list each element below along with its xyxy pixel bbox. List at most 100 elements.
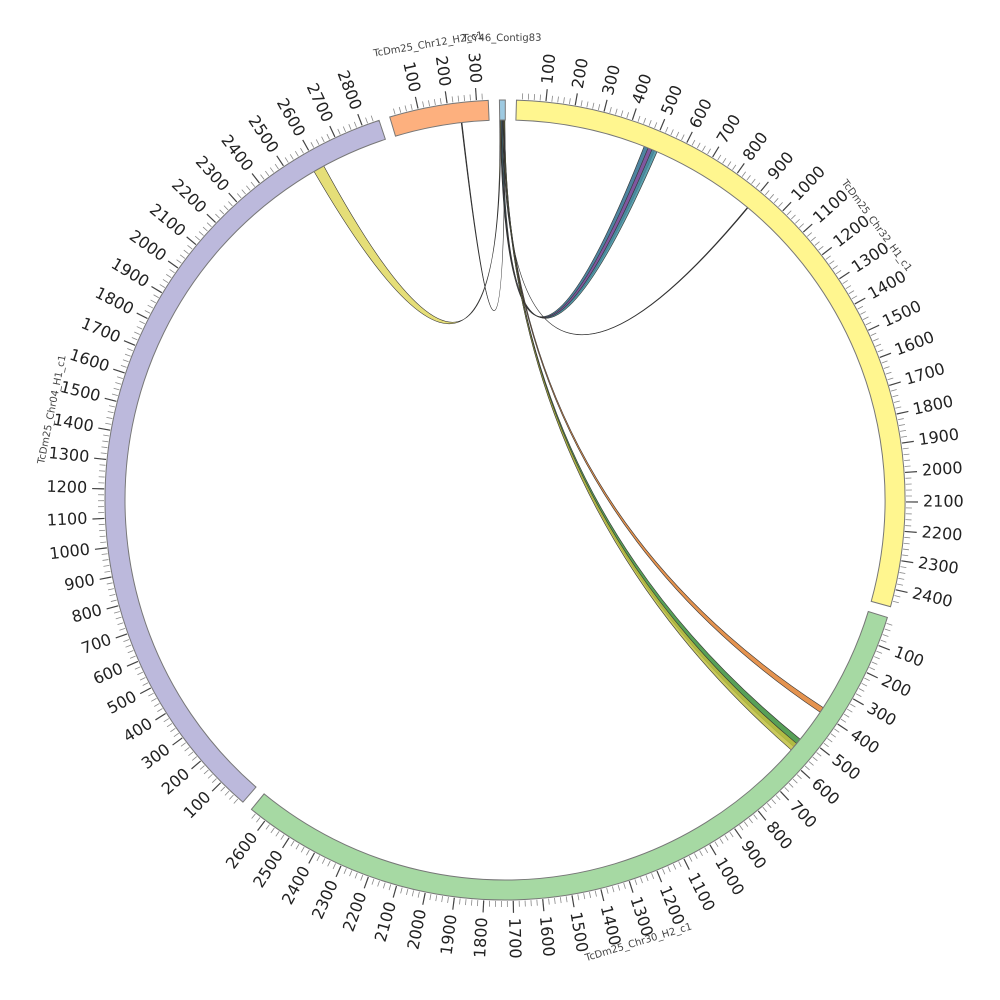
minor-tick bbox=[895, 406, 902, 409]
minor-tick bbox=[806, 232, 813, 237]
minor-tick bbox=[120, 365, 127, 368]
minor-tick bbox=[269, 167, 274, 173]
minor-tick bbox=[290, 840, 295, 847]
major-tick bbox=[760, 181, 769, 192]
tick-label: 800 bbox=[762, 817, 796, 853]
tick-label: 1800 bbox=[470, 917, 491, 959]
major-tick bbox=[167, 260, 179, 269]
minor-tick bbox=[147, 304, 154, 309]
minor-tick bbox=[739, 825, 744, 831]
tick-label: 1400 bbox=[52, 410, 95, 436]
minor-tick bbox=[116, 376, 123, 379]
minor-tick bbox=[388, 884, 392, 891]
tick-label: 600 bbox=[685, 95, 716, 131]
minor-tick bbox=[250, 181, 256, 187]
minor-tick bbox=[662, 868, 666, 875]
minor-tick bbox=[183, 249, 189, 255]
minor-tick bbox=[166, 723, 173, 728]
major-tick bbox=[683, 858, 690, 870]
minor-tick bbox=[354, 872, 358, 879]
minor-tick bbox=[623, 882, 626, 889]
minor-tick bbox=[586, 101, 589, 108]
minor-tick bbox=[855, 693, 862, 697]
minor-tick bbox=[672, 863, 677, 870]
minor-tick bbox=[123, 639, 130, 642]
minor-tick bbox=[577, 894, 580, 901]
major-tick bbox=[802, 223, 813, 233]
minor-tick bbox=[869, 667, 876, 671]
tick-label: 2200 bbox=[921, 522, 963, 544]
links bbox=[313, 119, 824, 751]
minor-tick bbox=[892, 394, 899, 398]
minor-tick bbox=[151, 697, 157, 702]
major-tick bbox=[172, 737, 183, 746]
minor-tick bbox=[265, 170, 270, 177]
minor-tick bbox=[382, 882, 386, 889]
minor-tick bbox=[451, 96, 454, 103]
minor-tick bbox=[771, 799, 777, 805]
minor-tick bbox=[127, 348, 133, 352]
minor-tick bbox=[548, 898, 550, 905]
minor-tick bbox=[377, 880, 380, 887]
tick-label: 2300 bbox=[308, 877, 342, 922]
minor-tick bbox=[816, 752, 822, 757]
minor-tick bbox=[792, 778, 798, 784]
major-tick bbox=[206, 213, 216, 223]
minor-tick bbox=[280, 834, 285, 840]
minor-tick bbox=[180, 742, 187, 747]
minor-tick bbox=[270, 827, 275, 834]
tick-label: 500 bbox=[828, 750, 864, 784]
minor-tick bbox=[101, 446, 108, 449]
minor-tick bbox=[597, 104, 601, 111]
tick-label: 100 bbox=[399, 60, 424, 94]
minor-tick bbox=[834, 728, 840, 733]
minor-tick bbox=[129, 655, 136, 659]
major-tick bbox=[482, 900, 485, 913]
minor-tick bbox=[393, 108, 396, 115]
minor-tick bbox=[203, 769, 209, 775]
minor-tick bbox=[764, 190, 770, 196]
major-tick bbox=[99, 576, 112, 580]
minor-tick bbox=[105, 422, 112, 425]
major-tick bbox=[113, 368, 125, 374]
minor-tick bbox=[115, 616, 122, 620]
minor-tick bbox=[215, 213, 220, 219]
minor-tick bbox=[119, 627, 126, 631]
minor-tick bbox=[191, 756, 198, 761]
minor-tick bbox=[675, 131, 680, 138]
minor-tick bbox=[102, 440, 109, 443]
tick-label: 1100 bbox=[684, 869, 719, 914]
minor-tick bbox=[862, 316, 869, 320]
minor-tick bbox=[144, 310, 151, 314]
minor-tick bbox=[775, 795, 781, 801]
major-tick bbox=[819, 747, 831, 756]
minor-tick bbox=[220, 786, 226, 792]
minor-tick bbox=[788, 782, 794, 788]
minor-tick bbox=[137, 671, 144, 676]
minor-tick bbox=[681, 134, 685, 141]
minor-tick bbox=[187, 245, 193, 250]
major-tick bbox=[123, 340, 136, 346]
segment-arc bbox=[498, 99, 506, 121]
tick-label: 2000 bbox=[126, 226, 170, 265]
tick-label: 1900 bbox=[437, 913, 461, 956]
minor-tick bbox=[876, 650, 883, 654]
major-tick bbox=[709, 844, 717, 856]
minor-tick bbox=[719, 838, 724, 844]
minor-tick bbox=[620, 110, 624, 117]
minor-tick bbox=[840, 718, 847, 723]
minor-tick bbox=[886, 622, 893, 626]
minor-tick bbox=[321, 136, 325, 143]
tick-label: 2400 bbox=[278, 863, 314, 908]
minor-tick bbox=[808, 761, 814, 766]
tick-label: 900 bbox=[63, 570, 97, 595]
minor-tick bbox=[551, 95, 553, 102]
minor-tick bbox=[433, 99, 436, 106]
minor-tick bbox=[769, 194, 775, 200]
minor-tick bbox=[103, 434, 110, 437]
minor-tick bbox=[640, 877, 643, 884]
minor-tick bbox=[594, 890, 597, 897]
minor-tick bbox=[835, 270, 842, 275]
minor-tick bbox=[611, 886, 615, 893]
minor-tick bbox=[206, 222, 212, 228]
